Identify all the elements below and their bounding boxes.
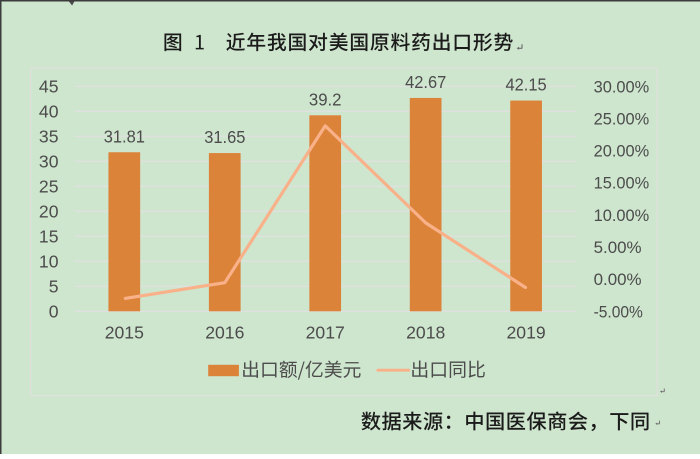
svg-text:-5.00%: -5.00% [594, 302, 643, 321]
svg-text:2015: 2015 [105, 323, 144, 343]
svg-text:35: 35 [39, 126, 59, 146]
svg-text:0.00%: 0.00% [594, 270, 642, 289]
svg-text:20: 20 [39, 201, 59, 221]
svg-text:25.00%: 25.00% [594, 109, 650, 128]
svg-text:2019: 2019 [507, 323, 546, 343]
svg-text:20.00%: 20.00% [594, 142, 650, 161]
svg-text:10.00%: 10.00% [594, 206, 650, 225]
svg-text:10: 10 [39, 251, 59, 271]
svg-text:31.65: 31.65 [204, 127, 245, 147]
svg-text:2018: 2018 [406, 323, 445, 343]
svg-text:5: 5 [49, 276, 59, 296]
svg-text:30.00%: 30.00% [594, 77, 650, 96]
svg-text:31.81: 31.81 [104, 126, 145, 146]
svg-text:2016: 2016 [205, 323, 244, 343]
svg-text:15.00%: 15.00% [594, 174, 650, 193]
svg-text:40: 40 [39, 101, 59, 121]
svg-text:25: 25 [39, 176, 59, 196]
svg-text:39.2: 39.2 [309, 89, 342, 109]
svg-text:15: 15 [39, 226, 59, 246]
svg-text:42.15: 42.15 [506, 75, 547, 95]
svg-text:2017: 2017 [306, 323, 345, 343]
svg-text:0: 0 [49, 301, 59, 321]
svg-text:45: 45 [39, 76, 59, 96]
svg-text:42.67: 42.67 [405, 72, 446, 92]
svg-text:30: 30 [39, 151, 59, 171]
svg-text:5.00%: 5.00% [594, 238, 642, 257]
